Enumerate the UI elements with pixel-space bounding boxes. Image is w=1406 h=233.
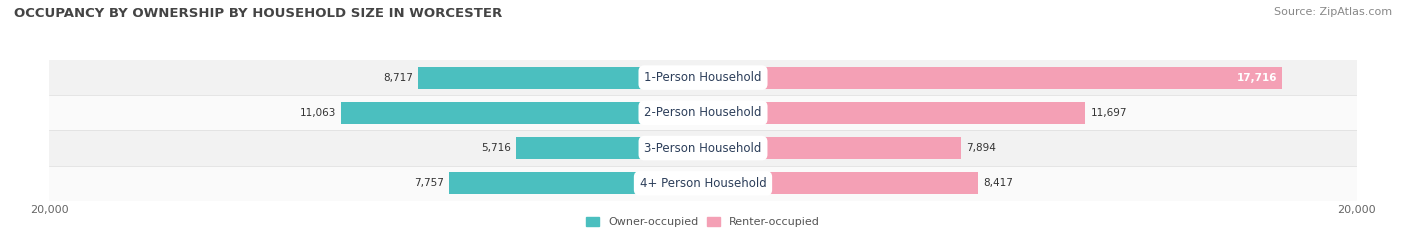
Bar — [703, 67, 1282, 89]
Bar — [49, 95, 1357, 130]
Bar — [703, 172, 979, 194]
Text: 11,063: 11,063 — [299, 108, 336, 118]
Bar — [342, 102, 703, 124]
Bar — [418, 67, 703, 89]
Bar — [703, 137, 962, 159]
Text: 2-Person Household: 2-Person Household — [644, 106, 762, 119]
Text: OCCUPANCY BY OWNERSHIP BY HOUSEHOLD SIZE IN WORCESTER: OCCUPANCY BY OWNERSHIP BY HOUSEHOLD SIZE… — [14, 7, 502, 20]
Text: 7,894: 7,894 — [966, 143, 997, 153]
Text: 4+ Person Household: 4+ Person Household — [640, 177, 766, 190]
Text: Source: ZipAtlas.com: Source: ZipAtlas.com — [1274, 7, 1392, 17]
Text: 7,757: 7,757 — [415, 178, 444, 188]
Bar — [49, 166, 1357, 201]
Text: 1-Person Household: 1-Person Household — [644, 71, 762, 84]
Bar — [49, 130, 1357, 166]
Text: 5,716: 5,716 — [481, 143, 510, 153]
Bar — [49, 60, 1357, 95]
Bar — [516, 137, 703, 159]
Bar — [703, 102, 1085, 124]
Text: 8,717: 8,717 — [382, 73, 413, 83]
Text: 17,716: 17,716 — [1236, 73, 1277, 83]
Bar — [450, 172, 703, 194]
Legend: Owner-occupied, Renter-occupied: Owner-occupied, Renter-occupied — [586, 217, 820, 227]
Text: 11,697: 11,697 — [1091, 108, 1128, 118]
Text: 8,417: 8,417 — [983, 178, 1014, 188]
Text: 3-Person Household: 3-Person Household — [644, 142, 762, 155]
